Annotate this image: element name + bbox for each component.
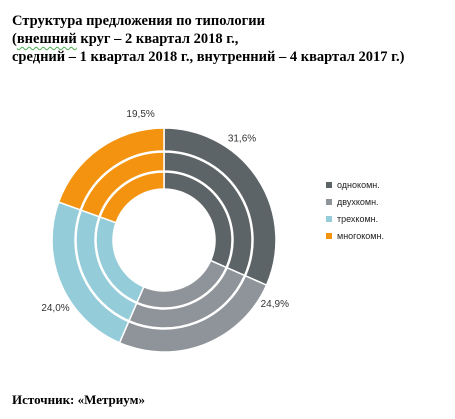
legend-label-3: многокомн. xyxy=(337,231,384,241)
data-label-3: 19,5% xyxy=(126,109,154,120)
legend-swatch-0 xyxy=(326,182,332,188)
legend-swatch-2 xyxy=(326,216,332,222)
legend-group: однокомн. двухкомн. трехкомн. многокомн. xyxy=(326,180,384,241)
data-labels-group: 31,6% 24,9% 24,0% 19,5% xyxy=(41,109,289,314)
legend-label-0: однокомн. xyxy=(337,180,380,190)
title-line-1: Структура предложения по типологии xyxy=(12,13,265,29)
legend-swatch-1 xyxy=(326,199,332,205)
data-label-2: 24,0% xyxy=(41,303,69,314)
legend-swatch-3 xyxy=(326,233,332,239)
title-line-2-rest: круг – 2 квартал 2018 г., xyxy=(76,31,239,47)
title-line-2-word: внешний xyxy=(16,31,77,47)
legend-label-2: трехкомн. xyxy=(337,214,378,224)
data-label-0: 31,6% xyxy=(228,134,256,145)
chart-title: Структура предложения по типологии (внеш… xyxy=(12,12,452,66)
title-line-2: (внешний круг – 2 квартал 2018 г., xyxy=(12,30,452,48)
source-note: Источник: «Метриум» xyxy=(12,392,145,407)
legend-label-1: двухкомн. xyxy=(337,197,379,207)
slice-inner-3 xyxy=(99,171,165,224)
title-line-3: средний – 1 квартал 2018 г., внутренний … xyxy=(12,49,405,65)
slice-outer-3 xyxy=(57,127,165,211)
title-line-2-prefix: ( xyxy=(12,31,17,47)
data-label-1: 24,9% xyxy=(261,299,289,310)
rings-group xyxy=(51,127,277,353)
slice-middle-3 xyxy=(80,151,165,218)
